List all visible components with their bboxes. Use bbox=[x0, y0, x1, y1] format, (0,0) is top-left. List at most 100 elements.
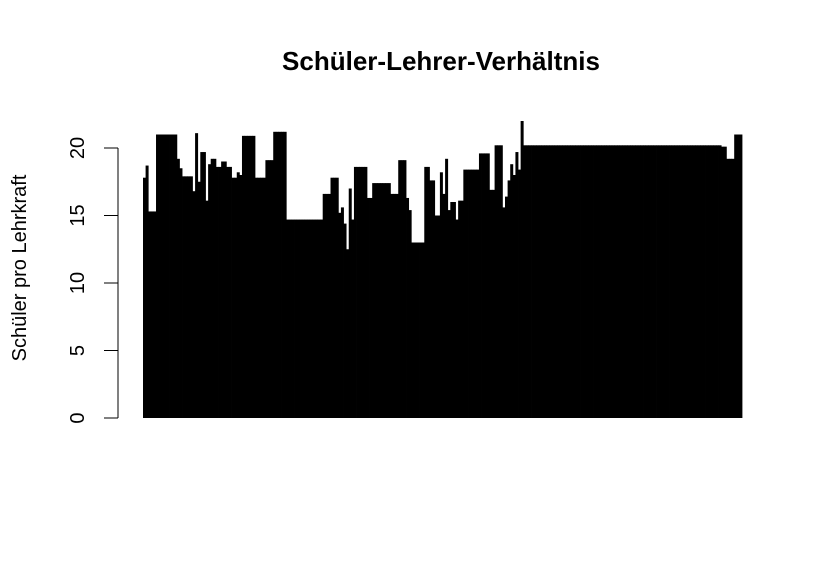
bar bbox=[450, 202, 454, 418]
bar bbox=[588, 145, 592, 419]
bar bbox=[439, 172, 443, 418]
bar bbox=[481, 153, 485, 418]
bar bbox=[645, 145, 649, 419]
bar bbox=[705, 145, 709, 419]
y-axis: 0 5 10 15 20 bbox=[67, 137, 119, 424]
bar bbox=[471, 169, 475, 418]
bar bbox=[653, 145, 657, 419]
bar bbox=[564, 145, 568, 419]
bar bbox=[515, 152, 519, 419]
bar bbox=[465, 169, 469, 418]
bar bbox=[603, 145, 607, 419]
bar bbox=[528, 145, 532, 419]
bar bbox=[369, 197, 373, 418]
bar bbox=[536, 145, 540, 419]
bar bbox=[601, 145, 605, 419]
y-tick-label: 10 bbox=[67, 272, 89, 294]
bar bbox=[656, 145, 660, 419]
bar bbox=[622, 145, 626, 419]
bar bbox=[291, 219, 295, 418]
bar bbox=[299, 219, 303, 418]
bar bbox=[351, 219, 355, 418]
bar bbox=[718, 145, 722, 419]
bar bbox=[294, 219, 298, 418]
bar bbox=[148, 211, 152, 418]
bar bbox=[676, 145, 680, 419]
bar bbox=[429, 180, 433, 418]
bar bbox=[374, 183, 378, 418]
y-tick-label: 15 bbox=[67, 204, 89, 226]
bar bbox=[734, 134, 738, 418]
bar bbox=[197, 181, 201, 418]
bar bbox=[596, 145, 600, 419]
bar bbox=[400, 160, 404, 418]
bar bbox=[473, 169, 477, 418]
bar bbox=[413, 242, 417, 418]
bar bbox=[715, 145, 719, 419]
bar bbox=[455, 219, 459, 418]
bar bbox=[463, 169, 467, 418]
bar bbox=[309, 219, 313, 418]
bar bbox=[520, 121, 524, 418]
bar bbox=[669, 145, 673, 419]
bar bbox=[598, 145, 602, 419]
bar bbox=[486, 153, 490, 418]
bar bbox=[726, 158, 730, 419]
bar bbox=[366, 197, 370, 418]
bar bbox=[510, 164, 514, 418]
bar bbox=[335, 177, 339, 418]
bar bbox=[356, 166, 360, 418]
bar bbox=[234, 177, 238, 418]
bar bbox=[411, 242, 415, 418]
bar bbox=[609, 145, 613, 419]
bar bbox=[158, 134, 162, 418]
bar bbox=[307, 219, 311, 418]
bar bbox=[346, 249, 350, 418]
bar bbox=[630, 145, 634, 419]
bar bbox=[268, 160, 272, 418]
bar bbox=[192, 191, 196, 418]
bar bbox=[616, 145, 620, 419]
bar bbox=[624, 145, 628, 419]
bar bbox=[484, 153, 488, 418]
bar bbox=[562, 145, 566, 419]
bar bbox=[385, 183, 389, 418]
bar bbox=[507, 180, 511, 418]
bar bbox=[648, 145, 652, 419]
bar bbox=[226, 166, 230, 418]
bar bbox=[583, 145, 587, 419]
bar bbox=[432, 180, 436, 418]
bar bbox=[156, 134, 160, 418]
bar bbox=[364, 166, 368, 418]
bar bbox=[275, 131, 279, 419]
bar bbox=[606, 145, 610, 419]
bar bbox=[580, 145, 584, 419]
bar bbox=[395, 193, 399, 418]
bar bbox=[228, 166, 232, 418]
bar bbox=[223, 161, 227, 418]
bar bbox=[340, 207, 344, 418]
bar bbox=[176, 158, 180, 419]
bar bbox=[643, 145, 647, 419]
bar bbox=[445, 158, 449, 419]
bar bbox=[570, 145, 574, 419]
chart-title: Schüler-Lehrer-Verhältnis bbox=[282, 46, 600, 76]
bar bbox=[502, 207, 506, 418]
bar bbox=[572, 145, 576, 419]
bar bbox=[695, 145, 699, 419]
bar bbox=[476, 169, 480, 418]
bar bbox=[499, 145, 503, 419]
bar bbox=[637, 145, 641, 419]
bar bbox=[531, 145, 535, 419]
bar bbox=[252, 135, 256, 418]
bar bbox=[166, 134, 170, 418]
bar bbox=[619, 145, 623, 419]
bar bbox=[551, 145, 555, 419]
bar bbox=[658, 145, 662, 419]
bar bbox=[684, 145, 688, 419]
bar bbox=[322, 193, 326, 418]
bar bbox=[721, 146, 725, 418]
bar bbox=[505, 196, 508, 418]
bar bbox=[273, 131, 277, 419]
bar bbox=[189, 176, 193, 418]
